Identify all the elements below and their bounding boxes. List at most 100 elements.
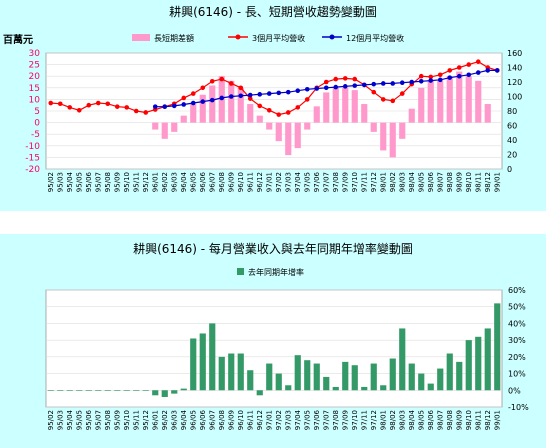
left-axis-unit: 百萬元 bbox=[3, 33, 33, 46]
right-tick-label: 60 bbox=[507, 122, 517, 131]
bar-yoy bbox=[104, 390, 111, 391]
x-tick-label: 97/09 bbox=[341, 172, 349, 192]
point-12m-avg bbox=[333, 84, 339, 90]
bar-yoy bbox=[95, 390, 102, 391]
point-3m-avg bbox=[247, 96, 253, 101]
bar-diff bbox=[247, 104, 254, 123]
point-3m-avg bbox=[380, 97, 386, 102]
bar-yoy bbox=[142, 390, 149, 391]
legend-label-yoy: 去年同期年增率 bbox=[248, 267, 304, 277]
x-tick-label: 97/10 bbox=[351, 410, 359, 430]
x-tick-label: 96/07 bbox=[208, 410, 216, 430]
point-3m-avg bbox=[371, 89, 377, 95]
point-12m-avg bbox=[371, 81, 377, 87]
x-tick-label: 97/04 bbox=[294, 171, 302, 192]
revenue-trend-chart: 耕興(6146) - 長、短期營收趨勢變動圖 百萬元 長短期差額 3個月平均營收… bbox=[3, 4, 522, 192]
bar-diff bbox=[427, 80, 434, 123]
x-tick-label: 96/05 bbox=[189, 172, 197, 192]
point-3m-avg bbox=[323, 79, 329, 85]
point-12m-avg bbox=[266, 91, 272, 96]
x-tick-label: 96/11 bbox=[246, 410, 254, 430]
x-tick-label: 95/10 bbox=[123, 410, 131, 430]
bar-diff bbox=[332, 87, 339, 123]
x-tick-label: 95/04 bbox=[66, 171, 74, 192]
point-12m-avg bbox=[257, 92, 263, 97]
bar-yoy bbox=[266, 363, 273, 391]
bar-yoy bbox=[237, 353, 244, 391]
point-3m-avg bbox=[48, 100, 54, 106]
bar-yoy bbox=[275, 373, 282, 391]
point-3m-avg bbox=[456, 65, 462, 70]
legend-marker-12m bbox=[329, 34, 335, 40]
bar-yoy bbox=[66, 390, 73, 391]
x-tick-label: 96/08 bbox=[218, 172, 226, 192]
right-tick-label: 40% bbox=[508, 319, 526, 328]
point-3m-avg bbox=[209, 78, 215, 84]
point-12m-avg bbox=[447, 75, 453, 80]
x-tick-label: 99/01 bbox=[493, 410, 501, 430]
left-tick-label: 25 bbox=[29, 61, 40, 71]
bar-diff bbox=[351, 90, 358, 123]
bar-diff bbox=[171, 122, 178, 132]
x-tick-label: 98/02 bbox=[389, 172, 397, 192]
right-tick-label: 80 bbox=[507, 107, 517, 116]
x-tick-label: 98/05 bbox=[417, 410, 425, 430]
bar-diff bbox=[456, 71, 463, 123]
point-3m-avg bbox=[418, 73, 424, 79]
bar-yoy bbox=[85, 390, 92, 391]
right-tick-label: 40 bbox=[507, 136, 517, 145]
x-tick-label: 97/11 bbox=[360, 410, 368, 430]
point-12m-avg bbox=[285, 89, 291, 95]
right-tick-label: 140 bbox=[507, 64, 522, 73]
bar-diff bbox=[342, 87, 349, 123]
point-3m-avg bbox=[124, 105, 130, 110]
x-tick-label: 97/01 bbox=[265, 172, 273, 192]
x-tick-label: 98/08 bbox=[446, 172, 454, 192]
x-tick-label: 98/04 bbox=[408, 171, 416, 192]
x-tick-label: 97/08 bbox=[332, 410, 340, 430]
point-3m-avg bbox=[200, 85, 206, 91]
x-tick-label: 97/05 bbox=[303, 410, 311, 430]
bar-diff bbox=[484, 104, 491, 123]
point-3m-avg bbox=[57, 101, 63, 107]
x-tick-label: 95/03 bbox=[56, 172, 64, 192]
point-12m-avg bbox=[342, 84, 348, 89]
right-tick-label: 100 bbox=[507, 93, 522, 102]
x-tick-label: 98/04 bbox=[408, 409, 416, 430]
bar-yoy bbox=[199, 333, 206, 391]
point-12m-avg bbox=[209, 97, 215, 103]
bar-diff bbox=[380, 122, 387, 151]
right-tick-label: 0% bbox=[508, 386, 521, 395]
bar-yoy bbox=[161, 390, 168, 397]
legend-label-bar: 長短期差額 bbox=[154, 33, 194, 43]
point-12m-avg bbox=[418, 78, 424, 84]
x-tick-label: 95/08 bbox=[104, 172, 112, 192]
point-12m-avg bbox=[219, 95, 225, 101]
x-tick-label: 95/05 bbox=[75, 410, 83, 430]
bar-yoy bbox=[323, 376, 330, 391]
left-tick-label: 15 bbox=[29, 84, 40, 94]
point-12m-avg bbox=[361, 82, 367, 88]
x-tick-label: 96/11 bbox=[246, 172, 254, 192]
bar-diff bbox=[294, 122, 301, 149]
yoy-growth-chart: 耕興(6146) - 每月營業收入與去年同期年增率變動圖 去年同期年增率 60%… bbox=[45, 241, 529, 430]
bar-yoy bbox=[408, 363, 415, 391]
left-tick-label: 5 bbox=[34, 107, 40, 117]
x-tick-label: 96/02 bbox=[161, 410, 169, 430]
x-tick-label: 98/01 bbox=[379, 410, 387, 430]
point-12m-avg bbox=[494, 68, 500, 73]
x-tick-label: 98/03 bbox=[398, 172, 406, 192]
x-tick-label: 98/07 bbox=[436, 172, 444, 192]
left-tick-label: 10 bbox=[29, 95, 41, 105]
x-tick-label: 95/10 bbox=[123, 172, 131, 192]
left-tick-label: 0 bbox=[34, 119, 40, 129]
point-12m-avg bbox=[152, 104, 158, 109]
x-tick-label: 96/01 bbox=[151, 410, 159, 430]
bar-diff bbox=[323, 92, 330, 123]
bar-yoy bbox=[171, 390, 178, 394]
bar-diff bbox=[304, 122, 311, 130]
point-3m-avg bbox=[238, 85, 244, 91]
x-tick-label: 96/07 bbox=[208, 172, 216, 192]
x-tick-label: 98/11 bbox=[474, 410, 482, 430]
x-tick-label: 97/11 bbox=[360, 172, 368, 192]
